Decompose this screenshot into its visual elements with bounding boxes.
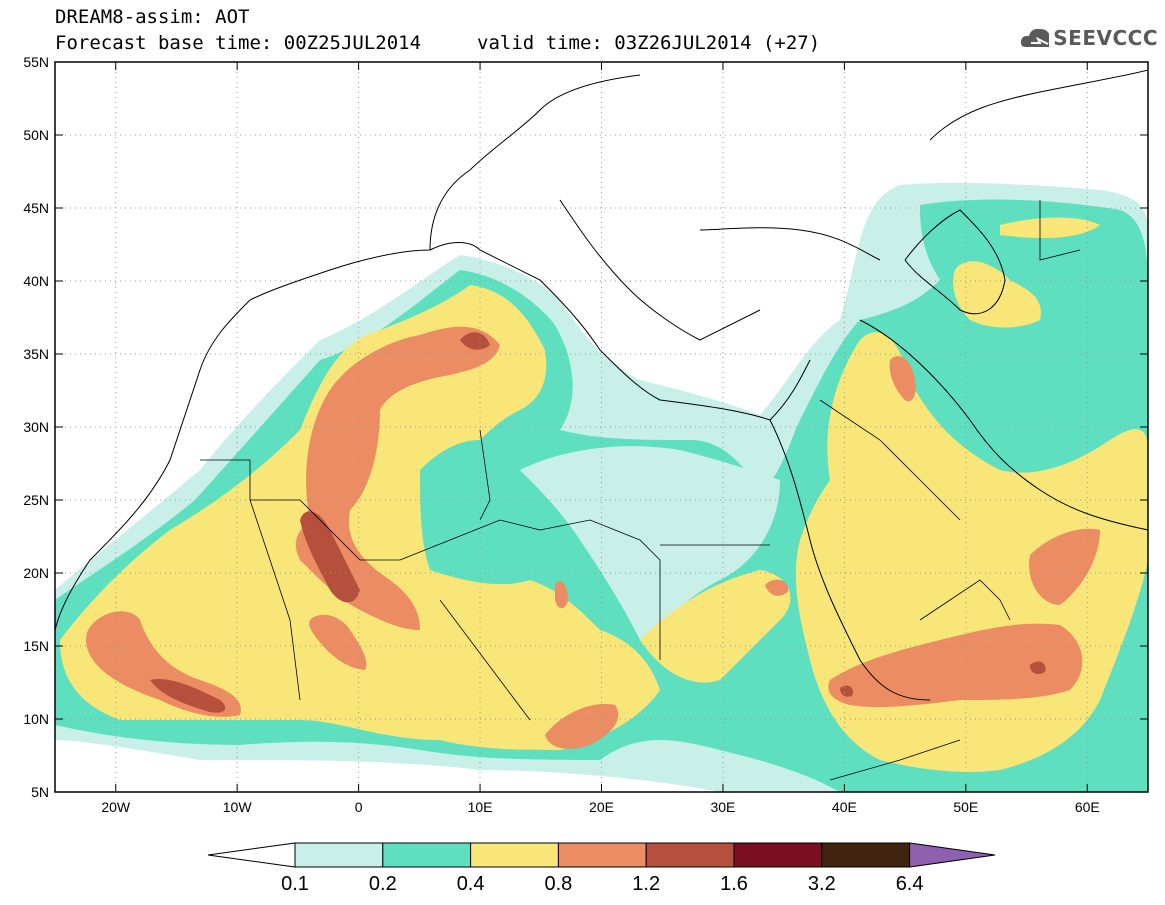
lon-label: 40E	[832, 799, 857, 815]
aot-band-1.2-yemen2	[840, 685, 854, 697]
colorbar-cell	[645, 842, 735, 868]
aot-band-0.8-chad	[309, 614, 367, 670]
colorbar-cell	[294, 842, 384, 868]
aot-band-0.8	[295, 326, 500, 630]
colorbar-cell-over	[909, 842, 996, 868]
logo-text: SEEVCCC	[1053, 26, 1158, 50]
aot-band-1.2-tunisia	[460, 332, 490, 350]
colorbar-label: 6.4	[896, 873, 924, 895]
colorbar-legend: 0.1 0.2 0.4 0.8 1.2 1.6 3.2 6.4	[207, 842, 996, 895]
aot-band-0.4-sahel	[640, 570, 791, 683]
lon-label: 10W	[223, 799, 253, 815]
axis-ticks	[55, 61, 1148, 793]
colorbar-cell	[382, 842, 472, 868]
colorbar-cell	[821, 842, 911, 868]
cloud-icon	[1020, 28, 1050, 47]
latitude-labels: 55N 50N 45N 40N 35N 30N 25N 20N 15N 10N 5N	[23, 54, 49, 800]
aot-band-0.8-iraq	[889, 356, 916, 402]
colorbar-cell	[733, 842, 823, 868]
aot-band-1.2-yemen	[1030, 661, 1046, 674]
lon-label: 20W	[101, 799, 131, 815]
lat-label: 35N	[23, 346, 49, 362]
lon-label: 30E	[710, 799, 735, 815]
lat-label: 15N	[23, 638, 49, 654]
aot-band-0.4-north	[1000, 217, 1100, 238]
lat-label: 30N	[23, 419, 49, 435]
longitude-labels: 20W 10W 0 10E 20E 30E 40E 50E 60E	[101, 799, 1099, 815]
lat-label: 10N	[23, 711, 49, 727]
lat-label: 5N	[31, 784, 49, 800]
lon-label: 60E	[1075, 799, 1100, 815]
lat-label: 20N	[23, 565, 49, 581]
valid-time: valid time: 03Z26JUL2014 (+27)	[477, 32, 821, 54]
lon-label: 50E	[953, 799, 978, 815]
map-grid	[55, 62, 1148, 792]
coastlines	[55, 69, 1148, 701]
colorbar-label: 0.4	[457, 873, 485, 895]
aot-band-0.8-chad2	[555, 580, 568, 609]
lon-label: 10E	[468, 799, 493, 815]
country-borders	[200, 200, 1081, 781]
lat-label: 40N	[23, 273, 49, 289]
colorbar-cell	[470, 842, 559, 868]
lon-label: 0	[355, 799, 363, 815]
colorbar-label: 0.1	[281, 873, 309, 895]
seevccc-logo: SEEVCCC	[1018, 20, 1158, 56]
aot-band-0.8-oman	[1029, 528, 1100, 605]
colorbar-label: 0.2	[369, 873, 397, 895]
aot-field	[55, 182, 1148, 792]
map-title: DREAM8-assim: AOT	[55, 6, 250, 28]
aot-band-0.4	[60, 285, 660, 750]
lat-label: 55N	[23, 54, 49, 70]
lat-label: 25N	[23, 492, 49, 508]
lon-label: 20E	[589, 799, 614, 815]
aot-band-0.1-inner	[520, 446, 780, 640]
colorbar-label: 1.6	[720, 873, 748, 895]
aot-band-0.8-west	[85, 611, 241, 717]
colorbar-label: 0.8	[544, 873, 572, 895]
colorbar-cell	[557, 842, 647, 868]
lat-label: 45N	[23, 200, 49, 216]
aot-band-0.8-sudan	[765, 579, 789, 596]
aot-band-1.2	[300, 511, 360, 603]
colorbar-cell-under	[207, 842, 296, 868]
colorbar-label: 1.2	[632, 873, 660, 895]
colorbar-label: 3.2	[808, 873, 836, 895]
aot-band-0.4-caspian	[953, 261, 1041, 328]
aot-band-1.2-west	[150, 679, 226, 713]
lat-label: 50N	[23, 127, 49, 143]
aot-band-0.8-car	[545, 704, 619, 749]
aot-band-0.8-arabia	[828, 623, 1083, 708]
forecast-base-time: Forecast base time: 00Z25JUL2014	[55, 32, 422, 54]
